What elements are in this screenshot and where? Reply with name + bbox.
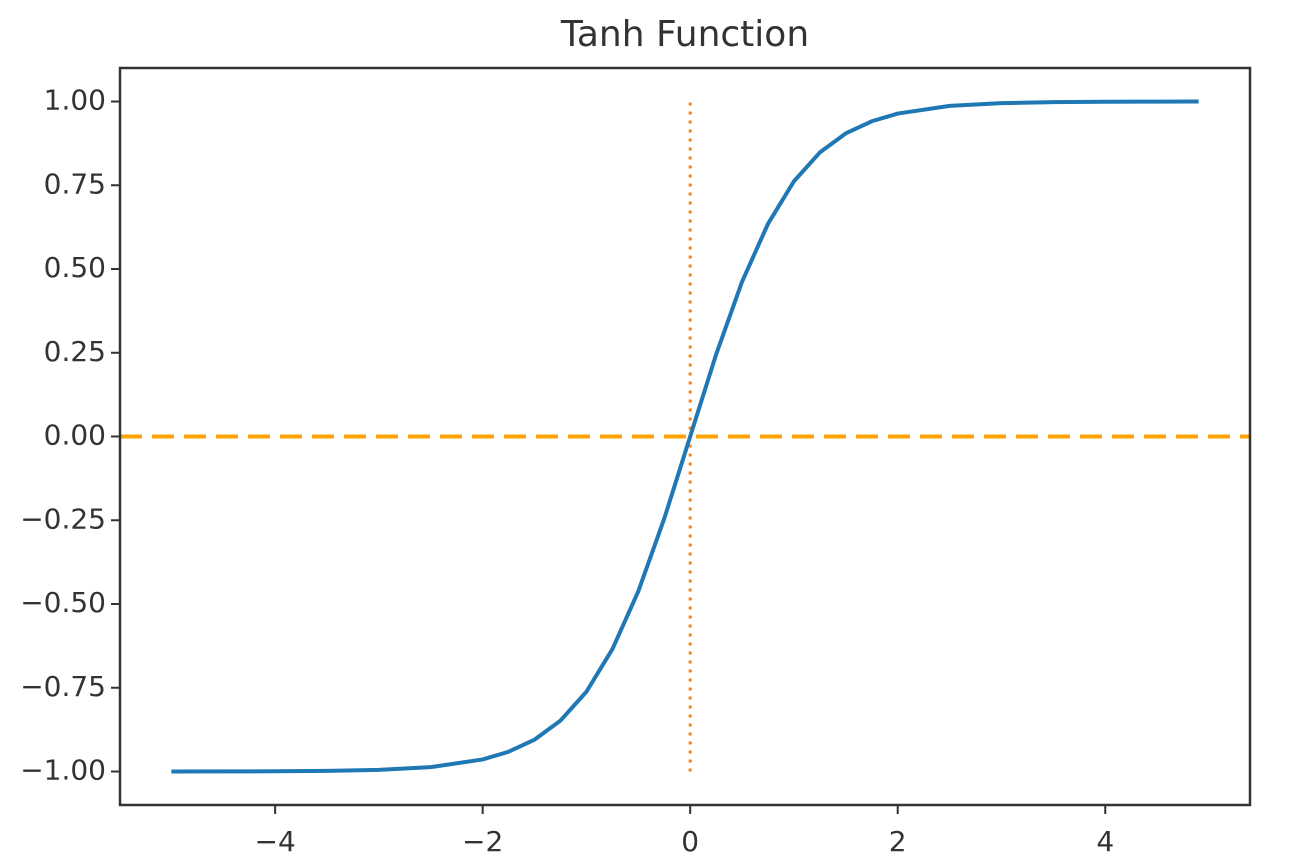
y-tick-label: 0.75 [44,167,106,200]
y-tick-label: 1.00 [44,84,106,117]
y-tick-label: 0.25 [44,335,106,368]
y-tick-label: −0.75 [20,670,106,703]
line-series [171,99,1199,774]
y-tick-label: −0.50 [20,586,106,619]
y-tick-label: −1.00 [20,754,106,787]
y-tick-label: 0.00 [44,419,106,452]
x-tick-label: −2 [462,825,503,858]
x-tick-label: 2 [889,825,907,858]
x-tick-label: −4 [254,825,295,858]
y-tick-label: −0.25 [20,502,106,535]
x-tick-label: 0 [681,825,699,858]
y-tick-label: 0.50 [44,251,106,284]
x-tick-label: 4 [1096,825,1114,858]
chart-title: Tanh Function [560,14,809,55]
axes-frame [118,66,1252,807]
